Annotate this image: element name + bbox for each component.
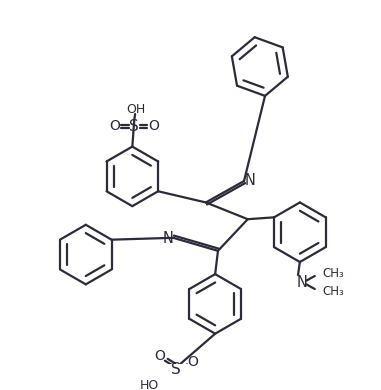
Text: HO: HO bbox=[140, 379, 159, 390]
Text: O: O bbox=[148, 119, 159, 133]
Text: O: O bbox=[109, 119, 120, 133]
Text: O: O bbox=[187, 355, 198, 369]
Text: S: S bbox=[171, 362, 181, 377]
Text: N: N bbox=[244, 173, 255, 188]
Text: N: N bbox=[296, 275, 307, 290]
Text: S: S bbox=[129, 119, 139, 134]
Text: CH₃: CH₃ bbox=[322, 285, 344, 298]
Text: OH: OH bbox=[126, 103, 146, 116]
Text: O: O bbox=[154, 349, 165, 363]
Text: N: N bbox=[162, 231, 173, 246]
Text: CH₃: CH₃ bbox=[322, 267, 344, 280]
